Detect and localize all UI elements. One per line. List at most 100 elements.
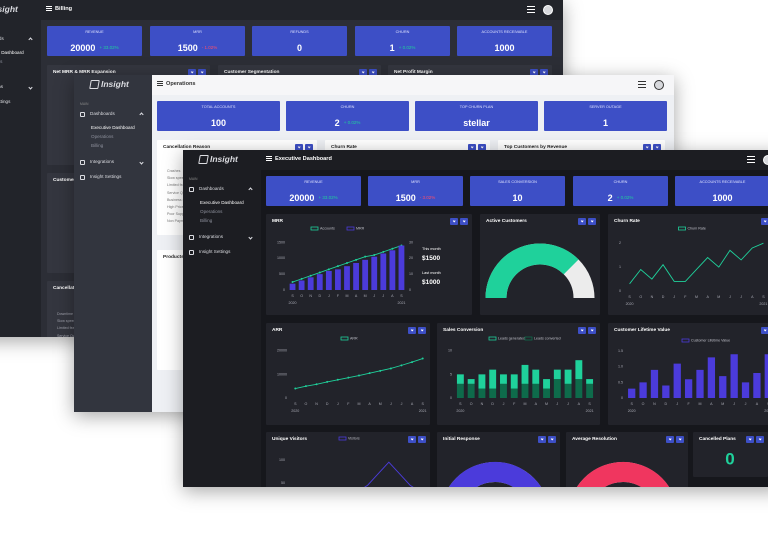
panel-button[interactable]	[756, 436, 764, 443]
nav-item[interactable]: Executive Dashboard	[0, 50, 24, 55]
x-tick-label: A	[355, 294, 358, 298]
panel-button[interactable]	[666, 436, 674, 443]
panel-button[interactable]	[418, 436, 426, 443]
panel-button[interactable]	[578, 327, 586, 334]
x-tick-label: D	[326, 402, 329, 406]
x-tick-label: O	[642, 402, 645, 406]
panel-button[interactable]	[676, 436, 684, 443]
category-label: Service Quality	[57, 333, 82, 337]
panel-button[interactable]	[460, 218, 468, 225]
panel-button[interactable]	[478, 144, 486, 151]
point	[391, 247, 394, 250]
x-tick-label: A	[411, 402, 414, 406]
panel-button[interactable]	[643, 144, 651, 151]
kpi-row: 2 + 0.02%	[286, 113, 409, 131]
nav-item[interactable]: Dashboards	[90, 111, 115, 116]
bar	[389, 250, 396, 290]
kpi-change: + 0.02%	[398, 45, 416, 50]
x-tick-label: J	[373, 294, 375, 298]
nav-item[interactable]: Integrations	[90, 159, 115, 164]
kpi-label: ACCOUNTS RECEIVABLE	[699, 180, 746, 184]
nav-item[interactable]: Executive Dashboard	[91, 125, 135, 130]
bar	[489, 388, 497, 398]
avatar[interactable]	[543, 5, 553, 15]
nav-item[interactable]: Insight Settings	[199, 249, 231, 254]
nav-item[interactable]: Dashboards	[199, 186, 224, 191]
point	[309, 274, 312, 277]
x-year-label: 2021	[759, 302, 767, 306]
chevron	[307, 145, 311, 149]
bar	[510, 388, 518, 398]
legend-swatch	[346, 226, 355, 231]
panel-button[interactable]	[369, 69, 377, 76]
bar	[456, 374, 464, 384]
panel-button[interactable]	[653, 144, 661, 151]
panel-button[interactable]	[468, 144, 476, 151]
bar	[662, 385, 670, 398]
nav-icon	[80, 160, 85, 165]
chevron	[542, 70, 546, 74]
x-tick-label: M	[524, 402, 527, 406]
panel-button[interactable]	[188, 69, 196, 76]
panel-button[interactable]	[418, 327, 426, 334]
x-tick-label: J	[556, 402, 558, 406]
bar	[289, 283, 296, 290]
panel-button[interactable]	[761, 218, 768, 225]
nav-item[interactable]: Insight Settings	[90, 174, 122, 179]
gauge-value	[576, 462, 670, 487]
panel-button[interactable]	[588, 327, 596, 334]
category-label: Limited features	[167, 183, 193, 188]
avatar[interactable]	[654, 80, 664, 90]
legend-label: Visitors	[348, 437, 360, 441]
chart: 0 5 10 S O N D J F M A M J J A S 2020 2021 Leads generated…	[448, 337, 594, 413]
nav-item[interactable]: Integrations	[0, 84, 4, 89]
point	[355, 258, 358, 261]
nav-item[interactable]: Insight Settings	[0, 99, 11, 104]
nav-item[interactable]: Operations	[0, 59, 3, 64]
panel-button[interactable]	[408, 327, 416, 334]
panel-button[interactable]	[359, 69, 367, 76]
x-tick-label: D	[662, 295, 665, 299]
panel-button[interactable]	[450, 218, 458, 225]
category-label: Non Payment	[167, 219, 189, 224]
chart: 50 100 Visitors	[279, 437, 414, 487]
category-label: Business closed	[167, 197, 193, 202]
panel-button[interactable]	[578, 218, 586, 225]
x-tick-label: D	[318, 294, 321, 298]
nav-item[interactable]: Operations	[91, 134, 114, 139]
bar	[684, 379, 693, 398]
panel-button[interactable]	[305, 144, 313, 151]
panel-button[interactable]	[530, 69, 538, 76]
panel-button[interactable]	[538, 436, 546, 443]
kpi-row: 1500- 3.02%	[368, 188, 463, 206]
brand: Insight	[210, 154, 238, 164]
kpi-card: TOP CHURN PLAN stellar	[415, 101, 538, 131]
panel-button[interactable]	[746, 436, 754, 443]
panel-button[interactable]	[761, 327, 768, 334]
nav-item[interactable]: Executive Dashboard	[200, 200, 244, 205]
nav-item[interactable]: Dashboards	[0, 36, 4, 41]
x-tick-label: J	[673, 295, 675, 299]
panel-button[interactable]	[540, 69, 548, 76]
panel-button[interactable]	[295, 144, 303, 151]
panel-button[interactable]	[588, 218, 596, 225]
panel-title: Active Customers	[486, 219, 527, 224]
bar	[586, 383, 594, 398]
x-tick-label: S	[628, 295, 631, 299]
chart: 0 10000 20000 S O N D J F M A M J J A S 2020 2021 ARR	[277, 337, 427, 413]
legend-swatch	[310, 226, 319, 231]
avatar[interactable]	[763, 155, 768, 165]
kpi-change: + 33.02%	[99, 45, 119, 50]
nav-item[interactable]: Integrations	[199, 234, 224, 239]
nav-item[interactable]: Billing	[200, 218, 213, 223]
bar	[325, 270, 332, 290]
panel-button[interactable]	[408, 436, 416, 443]
panel-button[interactable]	[198, 69, 206, 76]
x-tick-label: F	[513, 402, 516, 406]
logo-icon	[198, 155, 209, 164]
kpi-change: + 33.02%	[318, 195, 338, 200]
nav-item[interactable]: Billing	[91, 143, 104, 148]
bar	[696, 369, 704, 398]
nav-item[interactable]: Operations	[200, 209, 223, 214]
panel-button[interactable]	[548, 436, 556, 443]
